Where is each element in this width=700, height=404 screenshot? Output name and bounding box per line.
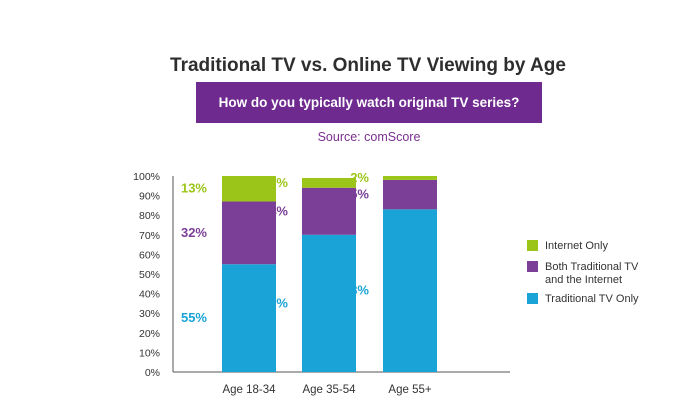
bar-segment xyxy=(222,264,276,372)
y-tick-label: 0% xyxy=(145,367,160,379)
bar-segment xyxy=(222,201,276,265)
subtitle-banner xyxy=(196,82,542,123)
legend: Internet Only Both Traditional TV and the … xyxy=(527,240,639,305)
y-tick-label: 70% xyxy=(139,230,160,242)
category-label: Age 18-34 xyxy=(222,384,276,396)
bar-segment xyxy=(383,179,437,210)
y-tick-label: 30% xyxy=(139,308,160,320)
legend-label: Traditional TV Only xyxy=(545,293,639,305)
legend-label: Both Traditional TV and the Internet xyxy=(545,261,639,286)
category-labels: Age 18-34 Age 35-54 Age 55+ xyxy=(222,384,431,396)
legend-swatch xyxy=(527,293,538,304)
data-label: 32% xyxy=(181,225,207,240)
y-tick-label: 60% xyxy=(139,249,160,261)
y-tick-label: 40% xyxy=(139,289,160,301)
bars: 55% 32% 13% 70% 24% 5% 83% 15% 2% xyxy=(181,170,437,372)
data-label: 5% xyxy=(269,175,288,190)
data-label: 15% xyxy=(343,187,369,202)
y-axis-ticks: 0% 10% 20% 30% 40% 50% 60% 70% 80% 90% 100% xyxy=(133,171,160,379)
chart-source: Source: comScore xyxy=(318,130,421,144)
category-label: Age 35-54 xyxy=(302,384,356,396)
bar-segment xyxy=(302,187,356,235)
data-label: 83% xyxy=(343,283,369,298)
chart-subtitle: How do you typically watch original TV s… xyxy=(219,95,520,110)
y-tick-label: 100% xyxy=(133,171,160,183)
bar-segment xyxy=(302,177,356,188)
data-label: 2% xyxy=(350,170,369,185)
y-tick-label: 20% xyxy=(139,328,160,340)
bar-segment xyxy=(302,234,356,372)
data-label: 70% xyxy=(262,295,288,310)
data-label: 55% xyxy=(181,310,207,325)
bar-segment xyxy=(383,176,437,180)
y-tick-label: 10% xyxy=(139,347,160,359)
data-label: 24% xyxy=(262,203,288,218)
legend-swatch xyxy=(527,261,538,272)
y-tick-label: 80% xyxy=(139,210,160,222)
y-tick-label: 90% xyxy=(139,191,160,203)
bar-segment xyxy=(383,209,437,372)
bar-segment xyxy=(222,176,276,202)
chart-title: Traditional TV vs. Online TV Viewing by … xyxy=(170,55,566,76)
y-tick-label: 50% xyxy=(139,269,160,281)
category-label: Age 55+ xyxy=(388,384,431,396)
legend-label: Internet Only xyxy=(545,240,608,252)
data-label: 13% xyxy=(181,181,207,196)
legend-swatch xyxy=(527,240,538,251)
